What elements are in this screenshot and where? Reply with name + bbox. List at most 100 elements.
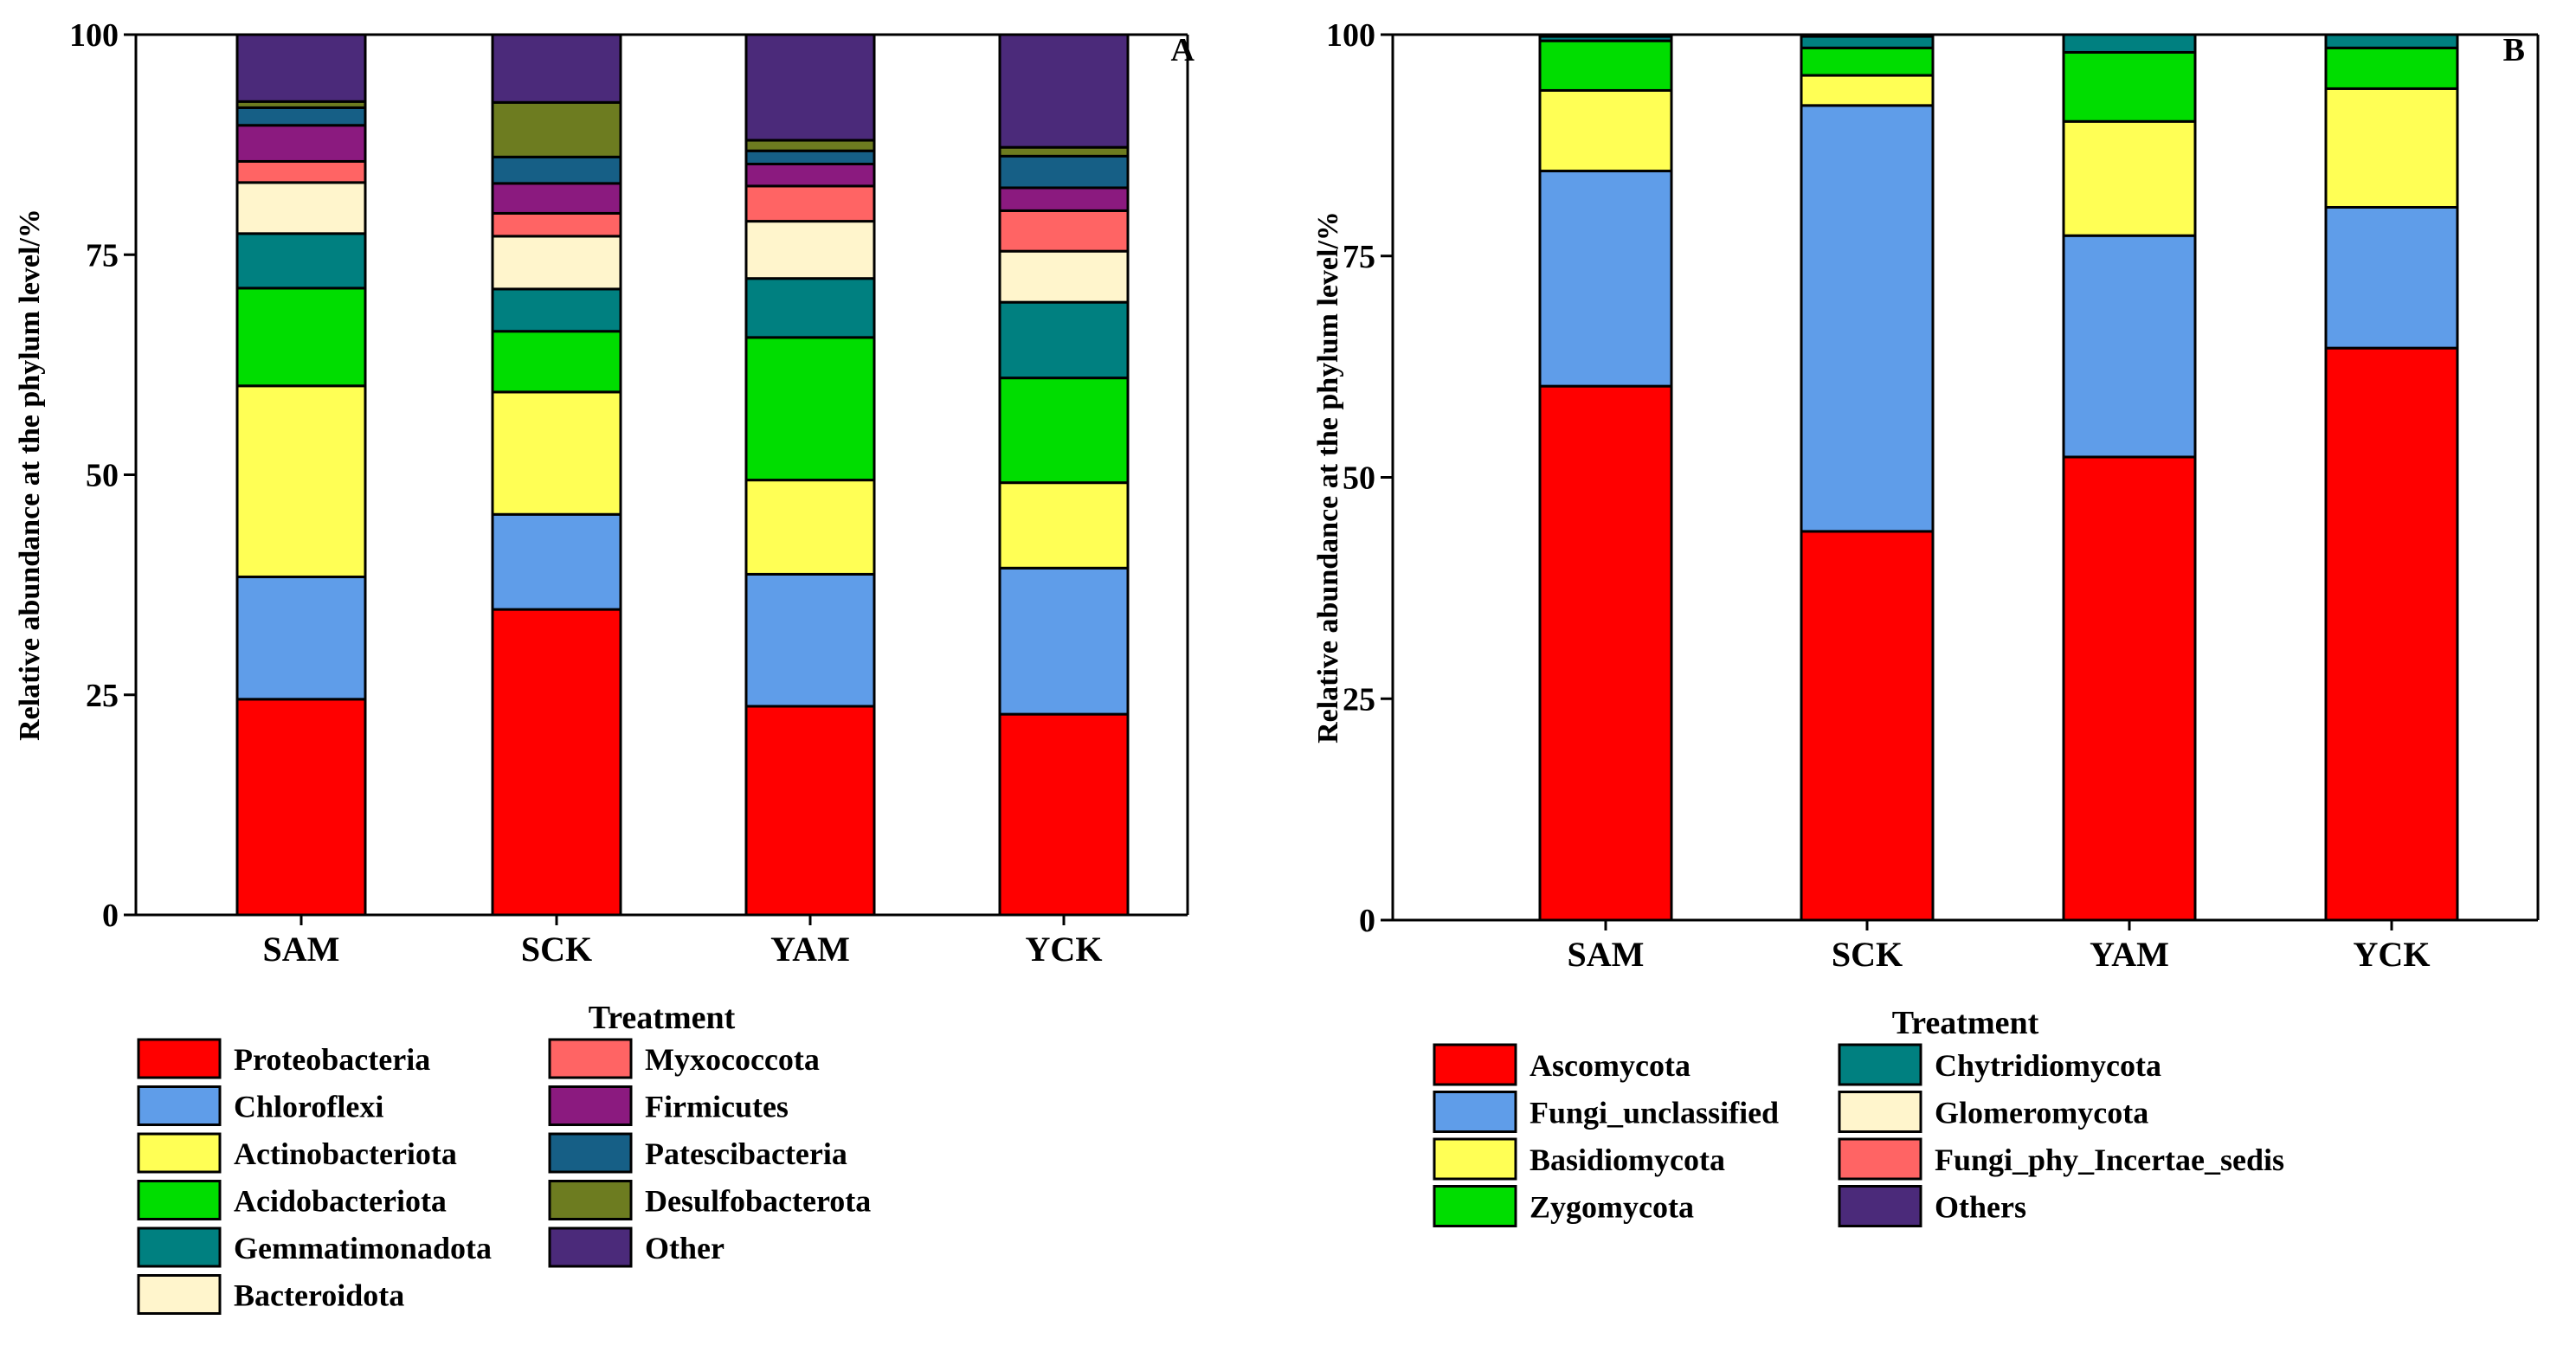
bar-segment — [235, 106, 367, 127]
legend-swatch — [137, 1132, 222, 1174]
bar-segment — [2324, 205, 2459, 350]
legend-swatch — [1433, 1185, 1517, 1227]
bar-segment — [491, 155, 622, 185]
bar-segment — [235, 384, 367, 578]
legend-label: Zygomycota — [1530, 1190, 1694, 1225]
bar-segment — [744, 336, 876, 482]
legend-label: Proteobacteria — [234, 1042, 430, 1077]
bar-segment — [235, 159, 367, 184]
y-tick-label: 100 — [69, 17, 119, 54]
legend-label: Other — [645, 1231, 724, 1265]
bar-segment — [2324, 33, 2459, 49]
bar-segment — [998, 481, 1130, 570]
bar-segment — [998, 33, 1130, 149]
x-tick-label: SCK — [521, 930, 592, 969]
bar-segment — [744, 572, 876, 708]
legend-swatch — [1433, 1043, 1517, 1086]
bar-segment — [744, 162, 876, 188]
y-tick-label: 100 — [1326, 17, 1375, 54]
legend-swatch — [137, 1226, 222, 1268]
bar-segment — [998, 566, 1130, 716]
bar-segment — [1800, 35, 1935, 49]
bar-segment — [744, 220, 876, 280]
bar-segment — [235, 124, 367, 163]
panel-label: A — [1171, 32, 1195, 68]
bar-segment — [491, 330, 622, 394]
legend-label: Ascomycota — [1530, 1048, 1690, 1083]
legend-label: Myxococcota — [645, 1042, 820, 1077]
legend-label: Patescibacteria — [645, 1136, 847, 1171]
legend-label: Basidiomycota — [1530, 1143, 1725, 1177]
bar-segment — [2062, 455, 2197, 922]
bar-segment — [744, 705, 876, 917]
x-axis-title: Treatment — [1892, 1005, 2039, 1041]
bar-segment — [491, 287, 622, 333]
x-tick-label: SAM — [263, 930, 340, 969]
bar-segment — [998, 249, 1130, 304]
bar-segment — [2062, 50, 2197, 123]
legend-swatch — [137, 1180, 222, 1220]
legend-swatch — [1838, 1185, 1922, 1227]
bar-segment — [1800, 74, 1935, 107]
bar-segment — [2324, 87, 2459, 209]
bar-segment — [1538, 170, 1673, 388]
legend-label: Chloroflexi — [234, 1090, 383, 1124]
legend: Ascomycota Fungi_unclassified Basidiomycot… — [1433, 1043, 2284, 1227]
legend-label: Fungi_unclassified — [1530, 1096, 1779, 1130]
legend-swatch — [1838, 1043, 1922, 1086]
bar-segment — [2062, 119, 2197, 237]
bar-segment — [744, 138, 876, 152]
legend-label: Others — [1935, 1190, 2026, 1225]
bar-segment — [1800, 104, 1935, 533]
bar-segment — [235, 286, 367, 388]
bar-segment — [235, 33, 367, 103]
legend-label: Chytridiomycota — [1935, 1048, 2161, 1083]
y-tick-label: 0 — [1359, 903, 1375, 939]
legend-swatch — [548, 1132, 633, 1174]
legend-swatch — [137, 1085, 222, 1126]
bar-segment — [998, 186, 1130, 212]
bar-segment — [235, 575, 367, 701]
bar-segment — [491, 33, 622, 104]
bar-segment — [744, 184, 876, 223]
y-tick-label: 50 — [86, 458, 119, 494]
y-tick-label: 75 — [1343, 239, 1375, 275]
bar-segment — [491, 235, 622, 291]
x-tick-label: YAM — [2090, 935, 2169, 974]
y-axis-title: Relative abundance at the phylum level/% — [14, 209, 46, 741]
y-tick-label: 25 — [1343, 681, 1375, 718]
bar-segment — [235, 232, 367, 290]
bar-segment — [235, 698, 367, 917]
bar-segment — [491, 390, 622, 516]
bar-segment — [744, 479, 876, 576]
x-tick-label: YAM — [770, 930, 850, 969]
legend-swatch — [137, 1274, 222, 1315]
y-tick-label: 25 — [86, 678, 119, 714]
bar-segment — [2324, 46, 2459, 90]
bar-segment — [744, 33, 876, 142]
bar-segment — [2062, 33, 2197, 54]
panel-label: B — [2503, 32, 2525, 68]
chart-panel-a: 0 25 50 75 100 SAM SCK YAM YCK Treatment Relative … — [14, 17, 1195, 1315]
y-tick-label: 75 — [86, 237, 119, 274]
x-tick-label: SCK — [1832, 935, 1903, 974]
chart-panel-b: 0 25 50 75 100 SAM SCK YAM YCK Treatment Relative … — [1312, 17, 2540, 1227]
legend-label: Glomeromycota — [1935, 1096, 2148, 1130]
bar-segment — [491, 608, 622, 917]
legend-label: Actinobacteriota — [234, 1136, 457, 1171]
bar-segment — [998, 209, 1130, 253]
bar-segment — [1538, 88, 1673, 173]
legend-swatch — [548, 1226, 633, 1268]
bar-segment — [491, 512, 622, 611]
bar-segment — [998, 300, 1130, 380]
bar-segment — [998, 154, 1130, 190]
x-tick-label: YCK — [2354, 935, 2431, 974]
legend: Proteobacteria Chloroflexi Actinobacteriot… — [137, 1038, 871, 1315]
legend-label: Gemmatimonadota — [234, 1231, 492, 1265]
legend-swatch — [137, 1038, 222, 1079]
legend-label: Bacteroidota — [234, 1278, 404, 1313]
legend-swatch — [1433, 1091, 1517, 1133]
bar-segment — [1800, 530, 1935, 922]
x-tick-label: YCK — [1026, 930, 1103, 969]
